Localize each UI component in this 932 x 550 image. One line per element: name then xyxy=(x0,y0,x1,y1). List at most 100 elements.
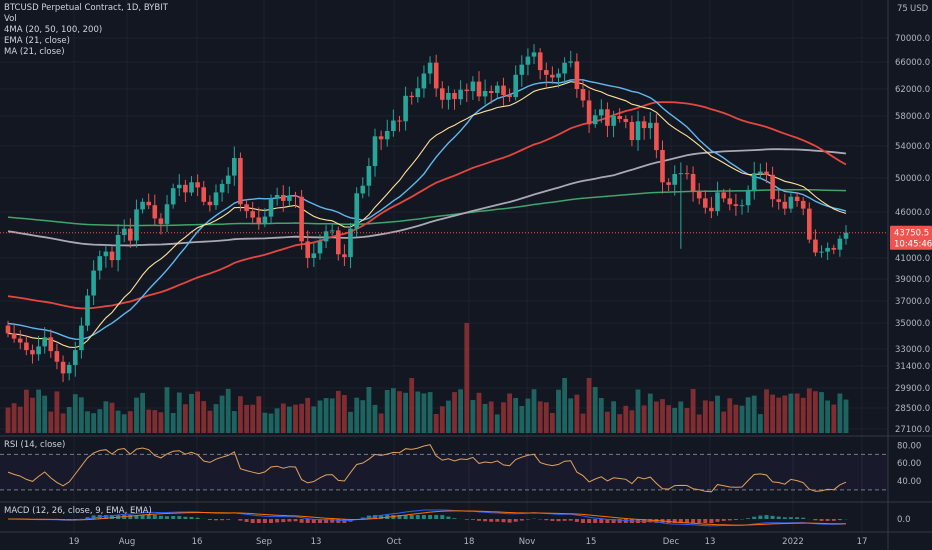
candle-body[interactable] xyxy=(219,183,225,193)
candle-body[interactable] xyxy=(733,204,739,206)
candle-body[interactable] xyxy=(605,109,610,126)
candle-body[interactable] xyxy=(329,230,335,232)
candle-body[interactable] xyxy=(250,211,255,218)
legend-4ma[interactable]: 4MA (20, 50, 100, 200) xyxy=(4,25,103,35)
candle-body[interactable] xyxy=(225,175,231,184)
candle-body[interactable] xyxy=(30,350,35,355)
candle-body[interactable] xyxy=(5,325,11,334)
candle-body[interactable] xyxy=(91,270,96,296)
candle-body[interactable] xyxy=(415,88,421,98)
macd-legend[interactable]: MACD (12, 26, close, 9, EMA, EMA) xyxy=(4,506,152,516)
candle-body[interactable] xyxy=(544,70,549,75)
candle-body[interactable] xyxy=(592,115,598,125)
candle-body[interactable] xyxy=(690,174,696,192)
candle-body[interactable] xyxy=(170,188,176,205)
candle-body[interactable] xyxy=(73,350,78,365)
candle-body[interactable] xyxy=(384,131,390,140)
candle-body[interactable] xyxy=(568,61,573,63)
candle-body[interactable] xyxy=(79,325,84,351)
candle-body[interactable] xyxy=(299,196,304,242)
candle-body[interactable] xyxy=(195,182,200,188)
candle-body[interactable] xyxy=(262,216,268,223)
candle-body[interactable] xyxy=(470,81,476,92)
candle-body[interactable] xyxy=(85,295,90,326)
candle-body[interactable] xyxy=(336,230,341,255)
candle-body[interactable] xyxy=(244,204,249,212)
candle-body[interactable] xyxy=(311,253,317,258)
candle-body[interactable] xyxy=(807,208,812,240)
candle-body[interactable] xyxy=(580,89,586,101)
candle-body[interactable] xyxy=(342,254,347,258)
candle-body[interactable] xyxy=(268,198,274,217)
candle-body[interactable] xyxy=(488,91,494,93)
candle-body[interactable] xyxy=(378,136,384,140)
candle-body[interactable] xyxy=(323,231,329,242)
candle-body[interactable] xyxy=(109,251,115,261)
candle-body[interactable] xyxy=(648,122,653,129)
candle-body[interactable] xyxy=(721,192,726,199)
candle-body[interactable] xyxy=(782,201,788,209)
candle-body[interactable] xyxy=(537,52,543,71)
candle-body[interactable] xyxy=(599,109,604,116)
candle-body[interactable] xyxy=(183,184,188,193)
candle-body[interactable] xyxy=(617,116,622,119)
candle-body[interactable] xyxy=(348,228,353,258)
candle-body[interactable] xyxy=(843,232,849,239)
candle-body[interactable] xyxy=(177,184,182,189)
candle-body[interactable] xyxy=(819,251,824,253)
candle-body[interactable] xyxy=(256,217,262,224)
legend-ema[interactable]: EMA (21, close) xyxy=(4,36,70,46)
candle-body[interactable] xyxy=(103,251,109,257)
candle-body[interactable] xyxy=(232,158,237,176)
candle-body[interactable] xyxy=(433,62,439,89)
candle-body[interactable] xyxy=(317,241,323,254)
candle-body[interactable] xyxy=(213,192,219,206)
candle-body[interactable] xyxy=(696,191,702,199)
candle-body[interactable] xyxy=(776,199,781,202)
candle-body[interactable] xyxy=(458,89,463,100)
candle-body[interactable] xyxy=(770,174,775,200)
candle-body[interactable] xyxy=(641,121,647,129)
candle-body[interactable] xyxy=(287,195,292,201)
candle-body[interactable] xyxy=(421,73,427,89)
legend-ma[interactable]: MA (21, close) xyxy=(4,47,65,57)
candle-body[interactable] xyxy=(391,120,396,132)
candle-body[interactable] xyxy=(452,93,457,100)
candle-body[interactable] xyxy=(764,171,769,175)
candle-body[interactable] xyxy=(678,173,684,175)
candle-body[interactable] xyxy=(274,195,280,199)
candle-body[interactable] xyxy=(660,150,665,183)
candle-body[interactable] xyxy=(556,73,561,78)
candle-body[interactable] xyxy=(115,235,121,261)
candle-body[interactable] xyxy=(293,195,298,197)
candle-body[interactable] xyxy=(354,193,359,229)
candle-body[interactable] xyxy=(727,198,733,205)
candle-body[interactable] xyxy=(745,189,751,206)
candle-body[interactable] xyxy=(629,122,635,140)
candle-body[interactable] xyxy=(684,173,690,175)
candle-body[interactable] xyxy=(464,89,470,92)
candle-body[interactable] xyxy=(531,52,537,57)
candle-body[interactable] xyxy=(207,201,213,206)
candle-body[interactable] xyxy=(97,256,103,271)
candle-body[interactable] xyxy=(409,95,414,98)
candle-body[interactable] xyxy=(758,171,763,174)
candle-body[interactable] xyxy=(800,200,806,209)
candle-body[interactable] xyxy=(446,93,451,100)
candle-body[interactable] xyxy=(189,182,194,193)
candle-body[interactable] xyxy=(152,205,158,219)
candle-body[interactable] xyxy=(739,205,745,207)
candle-body[interactable] xyxy=(794,196,800,201)
candle-body[interactable] xyxy=(476,81,482,97)
candle-body[interactable] xyxy=(574,61,580,89)
candle-body[interactable] xyxy=(525,56,531,65)
candle-body[interactable] xyxy=(501,85,506,96)
candle-body[interactable] xyxy=(366,166,372,186)
candle-body[interactable] xyxy=(403,95,408,122)
candle-body[interactable] xyxy=(586,100,592,125)
candle-body[interactable] xyxy=(238,158,243,205)
candle-body[interactable] xyxy=(550,74,555,78)
candle-body[interactable] xyxy=(281,195,286,201)
candle-body[interactable] xyxy=(60,361,66,374)
